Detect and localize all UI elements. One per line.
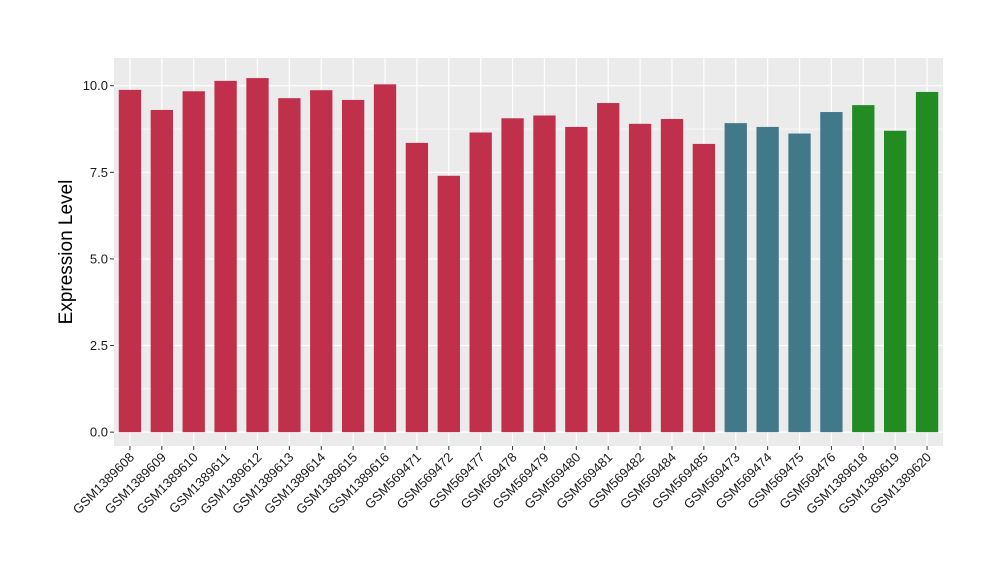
bar	[405, 142, 429, 433]
y-tick-label: 2.5	[90, 338, 108, 353]
y-tick-label: 7.5	[90, 165, 108, 180]
bar	[565, 126, 588, 433]
bar	[182, 91, 205, 433]
y-tick-label: 5.0	[90, 251, 108, 266]
bar	[724, 123, 747, 433]
bar	[884, 130, 907, 433]
bar	[788, 133, 811, 433]
bar	[341, 99, 365, 433]
bar	[533, 115, 556, 433]
bar	[118, 89, 142, 433]
y-tick-label: 10.0	[83, 78, 108, 93]
y-axis-title: Expression Level	[56, 180, 77, 325]
plot-panel	[114, 58, 943, 446]
bar	[246, 78, 269, 433]
y-axis-ticks: 0.0 2.5 5.0 7.5 10.0	[83, 78, 114, 440]
y-tick-label: 0.0	[90, 425, 108, 440]
bar	[278, 98, 301, 433]
bar	[214, 80, 237, 433]
bar	[692, 143, 716, 433]
bar	[310, 90, 333, 433]
bars	[118, 78, 939, 433]
bar	[820, 112, 843, 433]
bar	[660, 118, 684, 433]
bar	[469, 132, 492, 433]
bar	[852, 105, 875, 433]
bar	[150, 109, 173, 433]
bar	[915, 91, 939, 433]
bar	[437, 175, 460, 433]
bar	[628, 123, 652, 433]
bar	[756, 126, 779, 433]
x-axis-ticks: GSM1389608GSM1389609GSM1389610GSM1389611…	[70, 446, 934, 517]
bar	[597, 103, 620, 433]
bar	[501, 118, 524, 433]
bar	[373, 84, 397, 433]
